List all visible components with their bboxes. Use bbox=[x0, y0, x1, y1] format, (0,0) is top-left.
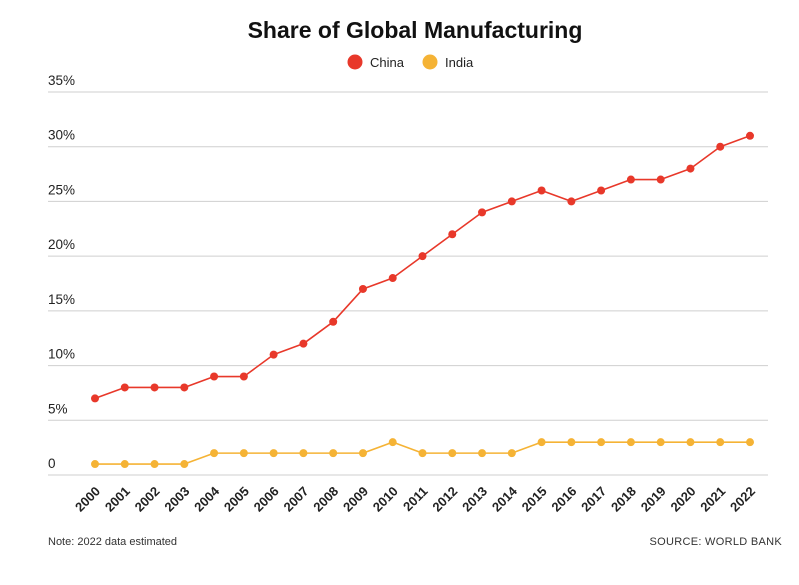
legend-label-india: India bbox=[445, 55, 474, 70]
data-point-india-2003 bbox=[180, 460, 189, 469]
data-point-china-2001 bbox=[120, 383, 129, 392]
y-tick-label: 30% bbox=[48, 128, 75, 143]
x-tick-label: 2004 bbox=[191, 483, 223, 515]
legend: China India bbox=[347, 54, 474, 70]
x-tick-label: 2016 bbox=[548, 484, 579, 515]
data-point-china-2017 bbox=[597, 186, 606, 195]
data-point-china-2009 bbox=[358, 284, 367, 293]
legend-label-china: China bbox=[370, 55, 405, 70]
data-point-india-2001 bbox=[120, 460, 129, 469]
x-tick-label: 2005 bbox=[221, 484, 252, 515]
data-point-china-2022 bbox=[746, 131, 754, 140]
data-point-china-2021 bbox=[716, 142, 725, 151]
data-point-india-2008 bbox=[329, 449, 338, 458]
data-point-china-2013 bbox=[478, 208, 487, 217]
x-tick-label: 2017 bbox=[578, 484, 609, 515]
data-point-india-2019 bbox=[656, 438, 665, 447]
data-point-china-2004 bbox=[210, 372, 219, 381]
data-point-india-2006 bbox=[269, 449, 278, 458]
data-point-china-2012 bbox=[448, 230, 457, 239]
data-point-india-2012 bbox=[448, 449, 457, 458]
data-point-india-2016 bbox=[567, 438, 576, 447]
data-point-china-2011 bbox=[418, 252, 427, 261]
chart-title: Share of Global Manufacturing bbox=[248, 17, 583, 43]
y-axis: 0 5% 10% 15% 20% 25% 30% 35% bbox=[48, 73, 75, 471]
x-tick-label: 2014 bbox=[489, 483, 521, 515]
data-point-china-2002 bbox=[150, 383, 159, 392]
series-layer bbox=[91, 131, 754, 469]
data-point-china-2005 bbox=[239, 372, 248, 381]
x-tick-label: 2009 bbox=[340, 484, 371, 515]
data-point-china-2019 bbox=[656, 175, 665, 184]
y-tick-label: 35% bbox=[48, 73, 75, 88]
x-tick-label: 2012 bbox=[429, 484, 460, 515]
x-tick-label: 2013 bbox=[459, 484, 490, 515]
data-point-india-2015 bbox=[537, 438, 546, 447]
data-point-india-2022 bbox=[746, 438, 754, 447]
data-point-china-2008 bbox=[329, 317, 338, 326]
y-tick-label: 10% bbox=[48, 347, 75, 362]
x-tick-label: 2018 bbox=[608, 484, 639, 515]
data-point-india-2013 bbox=[478, 449, 487, 458]
data-point-india-2009 bbox=[358, 449, 367, 458]
data-point-india-2002 bbox=[150, 460, 159, 469]
x-tick-label: 2006 bbox=[251, 484, 282, 515]
x-tick-label: 2003 bbox=[161, 484, 192, 515]
source-credit: SOURCE: WORLD BANK bbox=[649, 536, 782, 548]
legend-marker-china bbox=[347, 54, 363, 70]
y-tick-label: 20% bbox=[48, 237, 75, 252]
footnote: Note: 2022 data estimated bbox=[48, 536, 177, 548]
x-tick-label: 2000 bbox=[72, 484, 103, 515]
x-tick-label: 2020 bbox=[668, 484, 699, 515]
data-point-india-2011 bbox=[418, 449, 427, 458]
x-tick-label: 2011 bbox=[400, 484, 431, 515]
data-point-china-2014 bbox=[507, 197, 516, 206]
data-point-china-2000 bbox=[91, 394, 99, 403]
data-point-china-2010 bbox=[388, 274, 397, 283]
data-point-india-2007 bbox=[299, 449, 308, 458]
data-point-china-2003 bbox=[180, 383, 189, 392]
x-tick-label: 2008 bbox=[310, 484, 341, 515]
data-point-china-2018 bbox=[626, 175, 635, 184]
data-point-india-2020 bbox=[686, 438, 695, 447]
data-point-china-2006 bbox=[269, 350, 278, 359]
x-tick-label: 2019 bbox=[638, 484, 669, 515]
data-point-india-2017 bbox=[597, 438, 606, 447]
data-point-india-2014 bbox=[507, 449, 516, 458]
data-point-india-2018 bbox=[626, 438, 635, 447]
x-axis: 2000200120022003200420052006200720082009… bbox=[72, 483, 758, 515]
series-line-china bbox=[94, 135, 751, 400]
data-point-india-2004 bbox=[210, 449, 219, 458]
y-tick-label: 25% bbox=[48, 182, 75, 197]
data-point-india-2005 bbox=[239, 449, 248, 458]
x-tick-label: 2001 bbox=[102, 484, 133, 515]
data-point-china-2020 bbox=[686, 164, 695, 173]
y-tick-label: 0 bbox=[48, 456, 56, 471]
x-tick-label: 2015 bbox=[519, 484, 550, 515]
y-tick-label: 15% bbox=[48, 292, 75, 307]
data-point-china-2015 bbox=[537, 186, 546, 195]
data-point-india-2021 bbox=[716, 438, 725, 447]
x-tick-label: 2021 bbox=[697, 484, 728, 515]
y-tick-label: 5% bbox=[48, 401, 68, 416]
data-point-china-2016 bbox=[567, 197, 576, 206]
x-tick-label: 2010 bbox=[370, 484, 401, 515]
legend-marker-india bbox=[422, 54, 438, 70]
gridlines bbox=[48, 91, 768, 476]
data-point-china-2007 bbox=[299, 339, 308, 348]
data-point-india-2000 bbox=[91, 460, 99, 469]
x-tick-label: 2002 bbox=[132, 484, 163, 515]
data-point-india-2010 bbox=[388, 438, 397, 447]
x-tick-label: 2022 bbox=[727, 484, 758, 515]
x-tick-label: 2007 bbox=[280, 484, 311, 515]
